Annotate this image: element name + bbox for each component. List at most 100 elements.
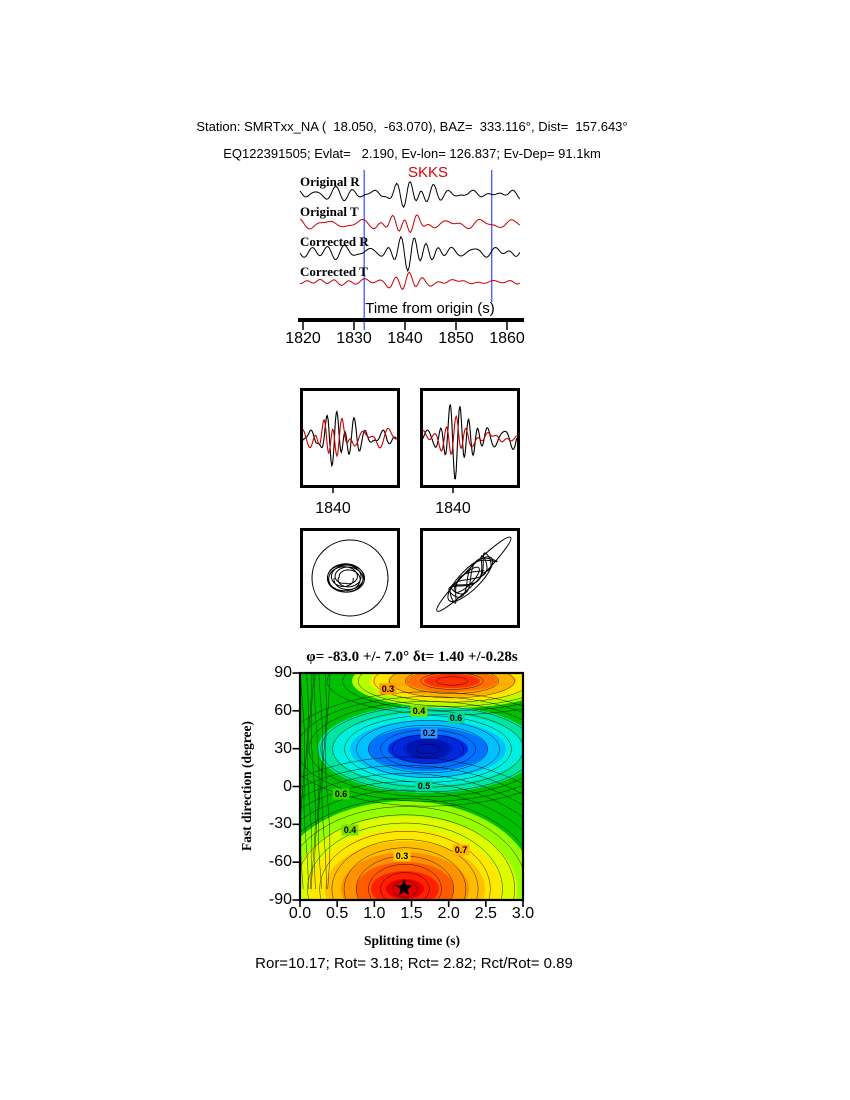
contour-label: 0.6 [447, 712, 465, 724]
svg-text:0.3: 0.3 [382, 684, 395, 694]
x-tick-label: 1.0 [363, 905, 386, 922]
contour-label: 0.7 [452, 844, 470, 856]
trace-label-original-t: Original T [300, 204, 359, 219]
splitting-result-title: φ= -83.0 +/- 7.0° δt= 1.40 +/-0.28s [306, 649, 518, 665]
contour-line [325, 673, 331, 890]
trace-corrected-t-zoom [423, 414, 517, 456]
x-tick-label: 1.5 [400, 905, 423, 922]
quality-metrics-line: Ror=10.17; Rot= 3.18; Rct= 2.82; Rct/Rot… [255, 955, 573, 972]
svg-text:0.2: 0.2 [423, 728, 436, 738]
contour-line [318, 673, 323, 890]
contour-line [392, 880, 418, 898]
contour-line [300, 756, 523, 785]
event-info-line: EQ122391505; Evlat= 2.190, Ev-lon= 126.8… [223, 146, 601, 161]
best-solution-star [395, 879, 413, 896]
contour-line [343, 847, 467, 900]
phase-label: SKKS [407, 164, 449, 181]
contour-line [404, 673, 500, 694]
error-surface-contour: 0.3 0.4 0.6 0.2 0.5 0.6 0.4 0.3 0.7 [300, 673, 523, 900]
original-particle-box [300, 528, 400, 628]
svg-text:0.4: 0.4 [344, 825, 357, 835]
contour-line [314, 673, 320, 890]
y-tick-label: 30 [274, 739, 292, 757]
svg-text:0.5: 0.5 [418, 781, 431, 791]
contour-label: 0.3 [379, 683, 397, 695]
corrected-particle-box [420, 528, 520, 628]
y-tick-label: 90 [274, 664, 292, 681]
contour-line [300, 789, 523, 831]
time-tick-label: 1820 [285, 330, 321, 347]
y-tick-label: -30 [268, 815, 292, 833]
svg-text:0.3: 0.3 [396, 851, 409, 861]
time-tick-label: 1860 [489, 330, 525, 347]
contour-line [358, 673, 523, 707]
x-tick-label: 3.0 [511, 905, 535, 922]
trace-original-t-zoom [303, 417, 397, 458]
x-tick-label: 0.5 [326, 905, 349, 922]
x-tick-label: 2.5 [474, 905, 497, 922]
x-tick-label: 0.0 [288, 905, 312, 922]
svg-text:0.6: 0.6 [335, 789, 348, 799]
contour-line [356, 720, 500, 778]
svg-text:0.6: 0.6 [450, 713, 463, 723]
contour-line [373, 673, 523, 703]
contour-line [310, 673, 316, 890]
contour-line [368, 724, 488, 774]
window-tick-label-left: 1840 [315, 500, 351, 517]
trace-original-r [299, 181, 521, 209]
contour-fill [424, 674, 480, 688]
contour-line [307, 822, 503, 900]
contour-line [321, 673, 327, 890]
time-axis-title: Time from origin (s) [365, 300, 495, 317]
contour-label: 0.4 [410, 705, 428, 717]
contour-line [415, 743, 441, 755]
trace-label-original-r: Original R [300, 174, 360, 189]
contour-line [303, 673, 309, 890]
contour-line [300, 773, 523, 806]
contour-line [319, 831, 491, 900]
contour-line [368, 864, 442, 900]
contour-line [389, 673, 515, 699]
time-tick-label: 1840 [387, 330, 423, 347]
contour-line [342, 673, 523, 711]
contour-label: 0.5 [415, 780, 433, 792]
contour-label: 0.2 [420, 727, 438, 739]
trace-corrected-t [299, 271, 521, 291]
original-window-box [300, 388, 400, 488]
window-tick-label-right: 1840 [435, 500, 471, 517]
window-zoom-waveform [423, 404, 517, 480]
contour-line [403, 739, 453, 759]
contour-label: 0.3 [393, 850, 411, 862]
svg-text:0.7: 0.7 [455, 845, 468, 855]
trace-label-corrected-r: Corrected R [300, 234, 369, 249]
y-tick-label: 0 [283, 777, 292, 795]
trace-label-corrected-t: Corrected T [300, 264, 368, 279]
station-info-line: Station: SMRTxx_NA ( 18.050, -63.070), B… [196, 119, 628, 134]
contour-line [320, 705, 523, 793]
particle-motion-corrected [436, 536, 512, 612]
x-axis-title: Splitting time (s) [364, 933, 460, 948]
time-tick-label: 1830 [336, 330, 372, 347]
corrected-window-box [420, 388, 520, 488]
contour-label: 0.4 [341, 824, 359, 836]
contour-line [420, 673, 484, 690]
particle-motion-plots [311, 536, 512, 617]
particle-motion-original [311, 539, 389, 617]
contour-line [307, 673, 313, 890]
error-surface-axis-ticks [292, 672, 524, 907]
contour-fill [406, 740, 450, 758]
contour-line [380, 872, 430, 900]
trace-corrected-r-zoom [423, 404, 517, 480]
contour-label: 0.6 [332, 788, 350, 800]
contour-line [436, 676, 468, 686]
contour-line [300, 781, 523, 818]
y-tick-label: 60 [274, 701, 292, 719]
seismogram-traces [299, 170, 521, 330]
svg-text:0.4: 0.4 [413, 706, 426, 716]
contour-line [300, 798, 523, 847]
time-axis-bar [298, 318, 524, 322]
contour-line [300, 806, 523, 870]
contour-line [300, 814, 515, 900]
